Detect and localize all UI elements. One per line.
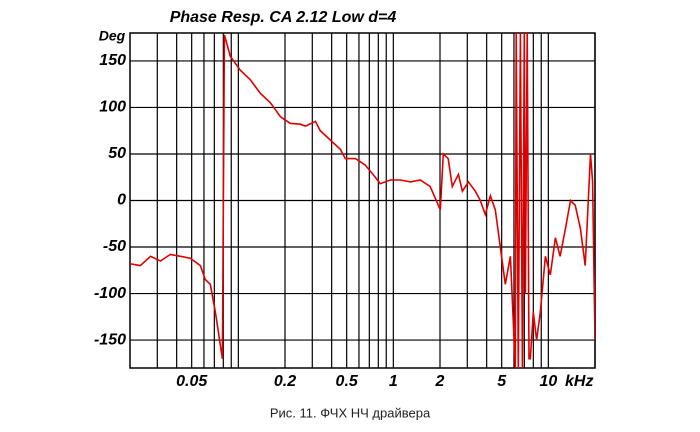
plot-frame <box>129 32 596 369</box>
y-axis-label: Deg <box>99 28 126 44</box>
y-tick-label: -50 <box>103 238 126 255</box>
x-tick-label: 2 <box>435 373 445 390</box>
x-tick-label: 0.5 <box>336 373 359 390</box>
x-tick-label: 0.2 <box>274 373 296 390</box>
y-tick-label: -100 <box>94 285 126 302</box>
x-tick-label: 0.05 <box>176 373 208 390</box>
x-tick-label: 1 <box>389 373 398 390</box>
y-tick-label: 150 <box>99 52 126 69</box>
x-tick-label: 10 <box>539 373 557 390</box>
y-tick-label: 50 <box>108 145 126 162</box>
x-axis-label: kHz <box>565 373 593 390</box>
x-tick-label: 5 <box>497 373 507 390</box>
phase-line <box>130 33 595 368</box>
y-tick-label: 0 <box>117 192 126 209</box>
chart-title: Phase Resp. CA 2.12 Low d=4 <box>170 9 397 26</box>
y-tick-label: -150 <box>94 331 126 348</box>
caption: Рис. 11. ФЧХ НЧ драйвера <box>270 405 431 420</box>
y-tick-label: 100 <box>99 99 126 116</box>
